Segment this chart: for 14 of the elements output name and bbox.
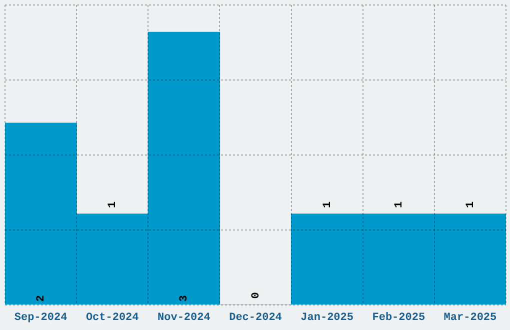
- x-tick-label: Feb-2025: [372, 312, 426, 324]
- data-label: 0: [250, 292, 262, 299]
- data-label: 1: [107, 200, 120, 208]
- x-tick-label: Mar-2025: [444, 312, 498, 324]
- data-label: 3: [178, 294, 191, 302]
- x-tick-label: Sep-2024: [14, 312, 68, 324]
- x-tick-label: Jan-2025: [300, 312, 354, 324]
- data-label: 1: [393, 200, 406, 208]
- data-label: 2: [36, 295, 48, 302]
- data-label: 1: [464, 200, 477, 208]
- x-tick-label: Oct-2024: [86, 312, 140, 324]
- x-tick-label: Dec-2024: [229, 312, 282, 324]
- x-tick-label: Nov-2024: [158, 312, 211, 324]
- data-label: 1: [322, 200, 334, 208]
